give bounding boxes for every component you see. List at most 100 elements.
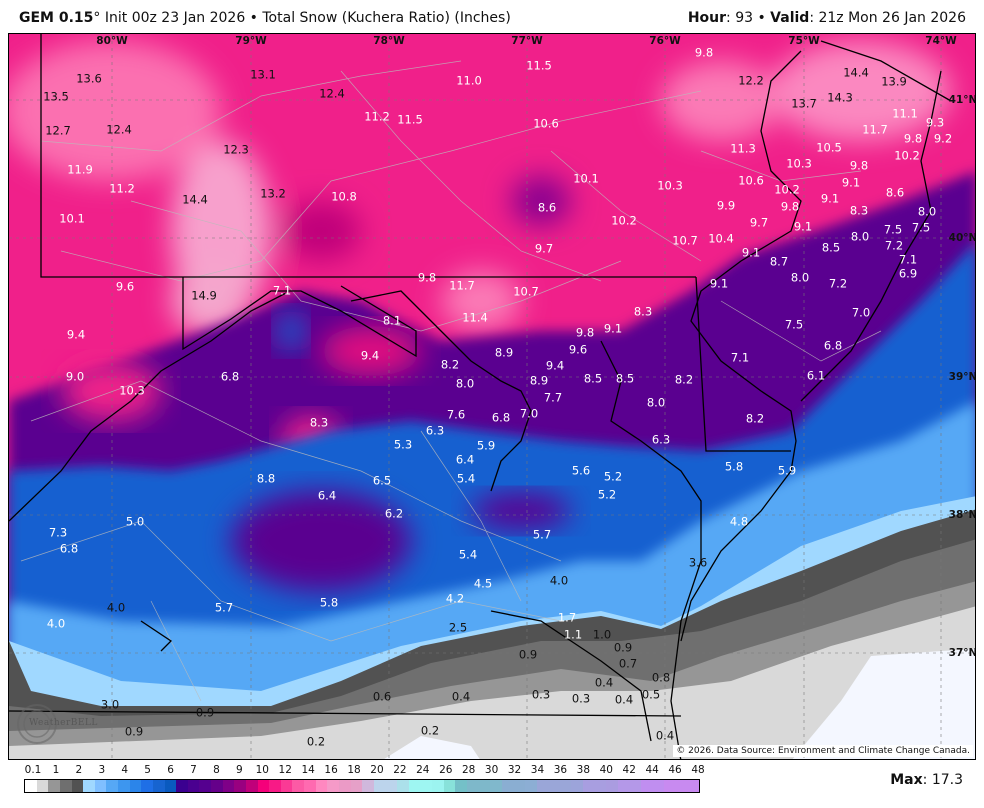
snow-amount-label: 10.6 <box>738 173 764 188</box>
snow-amount-label: 12.3 <box>223 142 249 157</box>
colorbar <box>24 779 700 793</box>
snow-amount-label: 7.0 <box>851 305 871 320</box>
colorbar-segment <box>141 780 153 792</box>
snow-amount-label: 11.3 <box>730 141 756 156</box>
copyright-notice: © 2026. Data Source: Environment and Cli… <box>673 745 973 757</box>
colorbar-segment <box>94 780 107 792</box>
colorbar-segment <box>687 780 700 792</box>
snow-amount-label: 12.4 <box>106 122 132 137</box>
colorbar-segment <box>48 780 60 792</box>
colorbar-tick-label: 40 <box>599 764 613 776</box>
snow-amount-label: 1.7 <box>557 610 577 625</box>
snow-amount-label: 14.4 <box>843 65 869 80</box>
longitude-label: 79°W <box>235 35 267 47</box>
max-value: Max: 17.3 <box>890 772 963 788</box>
snow-amount-label: 9.4 <box>360 348 380 363</box>
snow-amount-label: 0.4 <box>614 692 634 707</box>
snow-amount-label: 4.0 <box>106 600 126 615</box>
snow-amount-label: 0.7 <box>618 656 638 671</box>
snow-amount-label: 10.7 <box>513 284 539 299</box>
snow-amount-label: 7.5 <box>911 220 931 235</box>
snow-amount-label: 8.3 <box>309 415 329 430</box>
snow-amount-label: 11.1 <box>892 106 918 121</box>
snowfall-map: 13.6 13.1 12.4 13.5 12.7 12.4 12.3 13.2 14.4 14.9… <box>8 33 976 760</box>
snow-amount-label: 5.9 <box>777 463 797 478</box>
snow-amount-label: 9.8 <box>780 199 800 214</box>
colorbar-segment <box>176 780 188 792</box>
snow-amount-label: 8.0 <box>455 376 475 391</box>
snow-amount-label: 10.3 <box>657 178 683 193</box>
snow-amount-label: 8.0 <box>850 229 870 244</box>
snow-amount-label: 8.5 <box>583 371 603 386</box>
snow-amount-label: 5.6 <box>571 463 591 478</box>
colorbar-segment <box>536 780 549 792</box>
colorbar-segment <box>211 780 223 792</box>
snow-amount-label: 10.3 <box>119 383 145 398</box>
snow-amount-label: 8.0 <box>646 395 666 410</box>
snow-amount-label: 13.5 <box>43 89 69 104</box>
snow-amount-label: 10.1 <box>573 171 599 186</box>
snow-amount-label: 7.3 <box>48 525 68 540</box>
snow-amount-label: 9.6 <box>115 279 135 294</box>
snow-amount-label: 5.4 <box>458 547 478 562</box>
snow-amount-label: 0.4 <box>451 689 471 704</box>
snow-amount-label: 9.2 <box>933 131 953 146</box>
colorbar-segment <box>420 780 432 792</box>
colorbar-tick-label: 9 <box>236 764 243 776</box>
colorbar-tick-label: 24 <box>416 764 430 776</box>
latitude-label: 37°N <box>948 647 976 659</box>
snow-amount-label: 14.9 <box>191 288 217 303</box>
snow-amount-label: 10.2 <box>774 182 800 197</box>
snow-amount-label: 5.9 <box>476 438 496 453</box>
snow-amount-label: 5.4 <box>456 471 476 486</box>
degree-symbol: ° <box>93 10 101 26</box>
snow-amount-label: 5.8 <box>724 459 744 474</box>
snow-amount-label: 11.2 <box>364 109 390 124</box>
colorbar-segment <box>152 780 165 792</box>
max-label: Max <box>890 772 923 788</box>
snow-amount-label: 10.2 <box>611 213 637 228</box>
snow-amount-label: 10.7 <box>672 233 698 248</box>
snow-amount-label: 0.5 <box>641 687 661 702</box>
snow-amount-label: 6.2 <box>384 506 404 521</box>
snow-amount-label: 9.8 <box>849 158 869 173</box>
snow-amount-label: 7.1 <box>730 350 750 365</box>
snow-amount-label: 6.8 <box>220 369 240 384</box>
weatherbell-logo: WeatherBELL <box>15 702 99 746</box>
snow-amount-label: 6.1 <box>806 368 826 383</box>
snow-amount-label: 11.7 <box>449 278 475 293</box>
snow-amount-label: 8.9 <box>529 373 549 388</box>
snow-amount-label: 4.0 <box>46 616 66 631</box>
snow-amount-label: 6.3 <box>425 423 445 438</box>
logo-text: WeatherBELL <box>29 718 98 728</box>
snow-amount-label: 9.1 <box>741 245 761 260</box>
snow-amount-label: 7.2 <box>884 238 904 253</box>
snow-amount-label: 11.5 <box>397 112 423 127</box>
snow-amount-label: 8.0 <box>917 204 937 219</box>
latitude-label: 39°N <box>948 371 976 383</box>
snow-amount-label: 2.5 <box>448 620 468 635</box>
snow-amount-label: 0.9 <box>124 724 144 739</box>
colorbar-tick-label: 38 <box>576 764 591 776</box>
snow-amount-label: 12.7 <box>45 123 71 138</box>
snow-amount-label: 8.2 <box>440 357 460 372</box>
colorbar-segment <box>245 780 258 792</box>
colorbar-segment <box>199 780 211 792</box>
snow-amount-label: 8.3 <box>849 203 869 218</box>
colorbar-tick-label: 36 <box>553 764 568 776</box>
snow-amount-label: 1.1 <box>563 627 583 642</box>
snow-amount-label: 10.8 <box>331 189 357 204</box>
longitude-label: 78°W <box>373 35 405 47</box>
colorbar-segment <box>524 780 537 792</box>
snow-amount-label: 8.3 <box>633 304 653 319</box>
colorbar-segment <box>443 780 456 792</box>
colorbar-segment <box>304 780 316 792</box>
colorbar-segment <box>83 780 95 792</box>
colorbar-segment <box>490 780 502 792</box>
snow-amount-label: 0.2 <box>306 734 326 749</box>
snow-amount-label: 4.0 <box>549 573 569 588</box>
colorbar-segment <box>617 780 630 792</box>
colorbar-tick-label: 8 <box>213 764 220 776</box>
hour-value: : 93 • <box>726 10 771 26</box>
colorbar-segment <box>327 780 339 792</box>
